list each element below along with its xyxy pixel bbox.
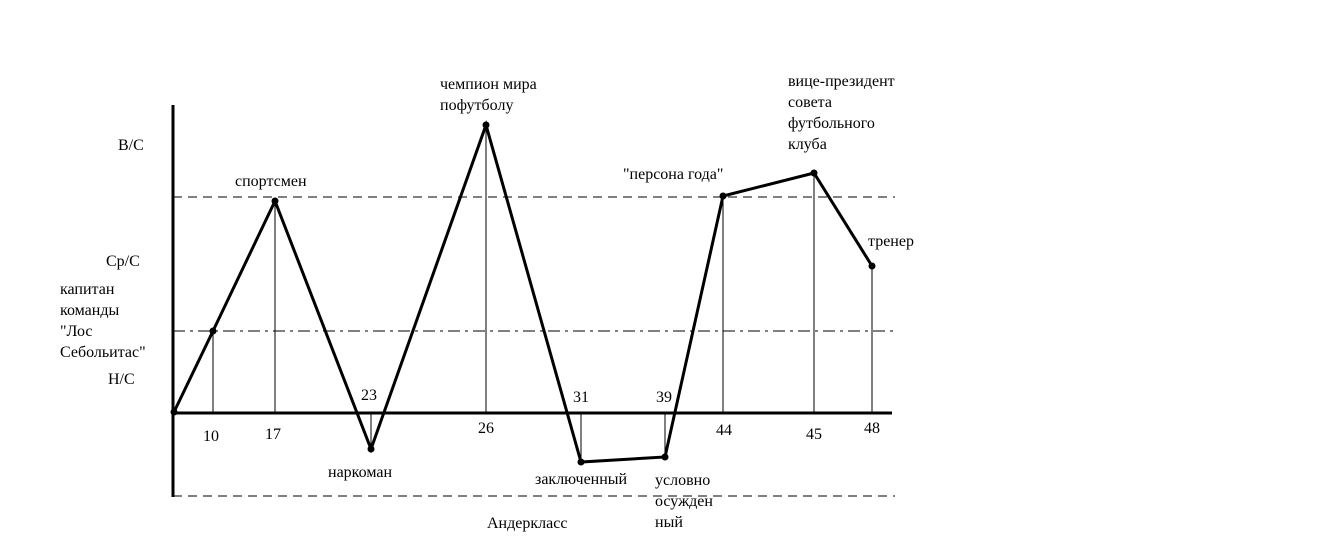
event-label: условно осужден ный: [655, 472, 713, 531]
event-label-line: "персона года": [623, 166, 723, 183]
event-label-line: команды: [60, 302, 119, 319]
event-label: спортсмен: [235, 173, 307, 190]
event-label-line: спортсмен: [235, 173, 307, 190]
event-label-line: капитан: [60, 281, 115, 298]
age-tick-label: 17: [265, 426, 281, 443]
x-label-underclass: Андеркласс: [487, 515, 567, 532]
age-tick-label: 10: [203, 428, 219, 445]
y-level-label-ss: Ср/С: [106, 253, 140, 270]
event-label-line: футбольного: [788, 115, 875, 132]
event-label-line: заключенный: [535, 471, 628, 488]
event-label-line: вице-президент: [788, 73, 895, 90]
event-label: "персона года": [623, 166, 723, 183]
age-tick-label: 23: [361, 387, 377, 404]
event-label-line: "Лос: [60, 323, 92, 340]
event-label: чемпион мира пофутболу: [440, 76, 537, 114]
trajectory-line: [172, 120, 874, 464]
y-level-label-ns: Н/С: [108, 371, 135, 388]
event-label-line: осужден: [655, 493, 713, 510]
age-tick-label: 48: [864, 420, 880, 437]
data-point: [367, 445, 375, 453]
data-point: [482, 121, 490, 129]
event-label: тренер: [868, 233, 914, 250]
event-label-line: чемпион мира: [440, 76, 537, 93]
data-point: [209, 327, 217, 335]
age-tick-label: 39: [656, 389, 672, 406]
data-point: [577, 458, 585, 466]
event-label: наркоман: [328, 464, 392, 481]
event-label-line: тренер: [868, 233, 914, 250]
event-label: капитан команды "Лос Себольитас": [60, 281, 146, 361]
data-point: [719, 192, 727, 200]
event-label: вице-президент совета футбольного клуба: [788, 73, 895, 153]
event-label-line: условно: [655, 472, 710, 489]
age-tick-label: 44: [716, 422, 732, 439]
age-tick-label: 26: [478, 420, 494, 437]
event-label-line: наркоман: [328, 464, 392, 481]
event-label-line: пофутболу: [440, 97, 513, 114]
data-point: [868, 262, 876, 270]
data-point: [271, 197, 279, 205]
age-tick-label: 31: [573, 389, 589, 406]
event-label-line: совета: [788, 94, 832, 111]
event-label-line: клуба: [788, 136, 827, 153]
data-point: [810, 169, 818, 177]
y-level-label-vs: В/С: [118, 137, 144, 154]
event-label-line: Себольитас": [60, 344, 146, 361]
event-label-line: ный: [655, 514, 683, 531]
data-point: [170, 408, 178, 416]
data-point: [661, 453, 669, 461]
age-tick-label: 45: [806, 426, 822, 443]
event-label: заключенный: [535, 471, 628, 488]
